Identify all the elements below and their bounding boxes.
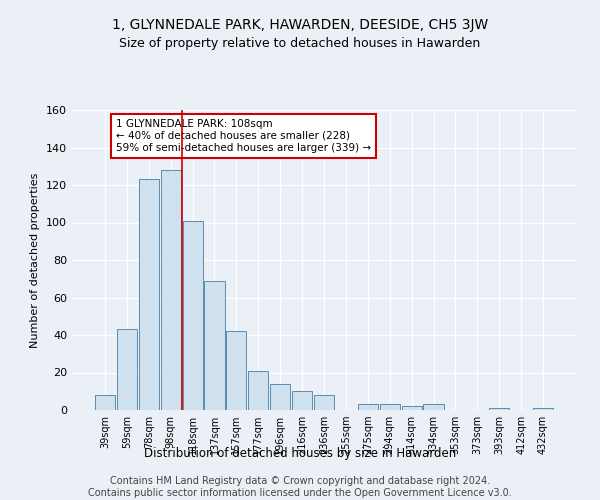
Text: 1 GLYNNEDALE PARK: 108sqm
← 40% of detached houses are smaller (228)
59% of semi: 1 GLYNNEDALE PARK: 108sqm ← 40% of detac… xyxy=(116,120,371,152)
Y-axis label: Number of detached properties: Number of detached properties xyxy=(31,172,40,348)
Bar xyxy=(270,384,290,410)
Bar xyxy=(248,370,268,410)
Bar xyxy=(489,408,509,410)
Bar xyxy=(401,406,422,410)
Bar xyxy=(424,404,443,410)
Bar xyxy=(161,170,181,410)
Text: Contains HM Land Registry data © Crown copyright and database right 2024.
Contai: Contains HM Land Registry data © Crown c… xyxy=(88,476,512,498)
Bar xyxy=(139,180,159,410)
Bar xyxy=(117,330,137,410)
Text: Size of property relative to detached houses in Hawarden: Size of property relative to detached ho… xyxy=(119,38,481,51)
Bar xyxy=(533,408,553,410)
Text: 1, GLYNNEDALE PARK, HAWARDEN, DEESIDE, CH5 3JW: 1, GLYNNEDALE PARK, HAWARDEN, DEESIDE, C… xyxy=(112,18,488,32)
Bar xyxy=(226,331,247,410)
Bar xyxy=(182,220,203,410)
Bar xyxy=(358,404,378,410)
Bar xyxy=(292,391,312,410)
Bar xyxy=(95,395,115,410)
Bar xyxy=(380,404,400,410)
Bar xyxy=(314,395,334,410)
Text: Distribution of detached houses by size in Hawarden: Distribution of detached houses by size … xyxy=(144,448,456,460)
Bar xyxy=(205,280,224,410)
